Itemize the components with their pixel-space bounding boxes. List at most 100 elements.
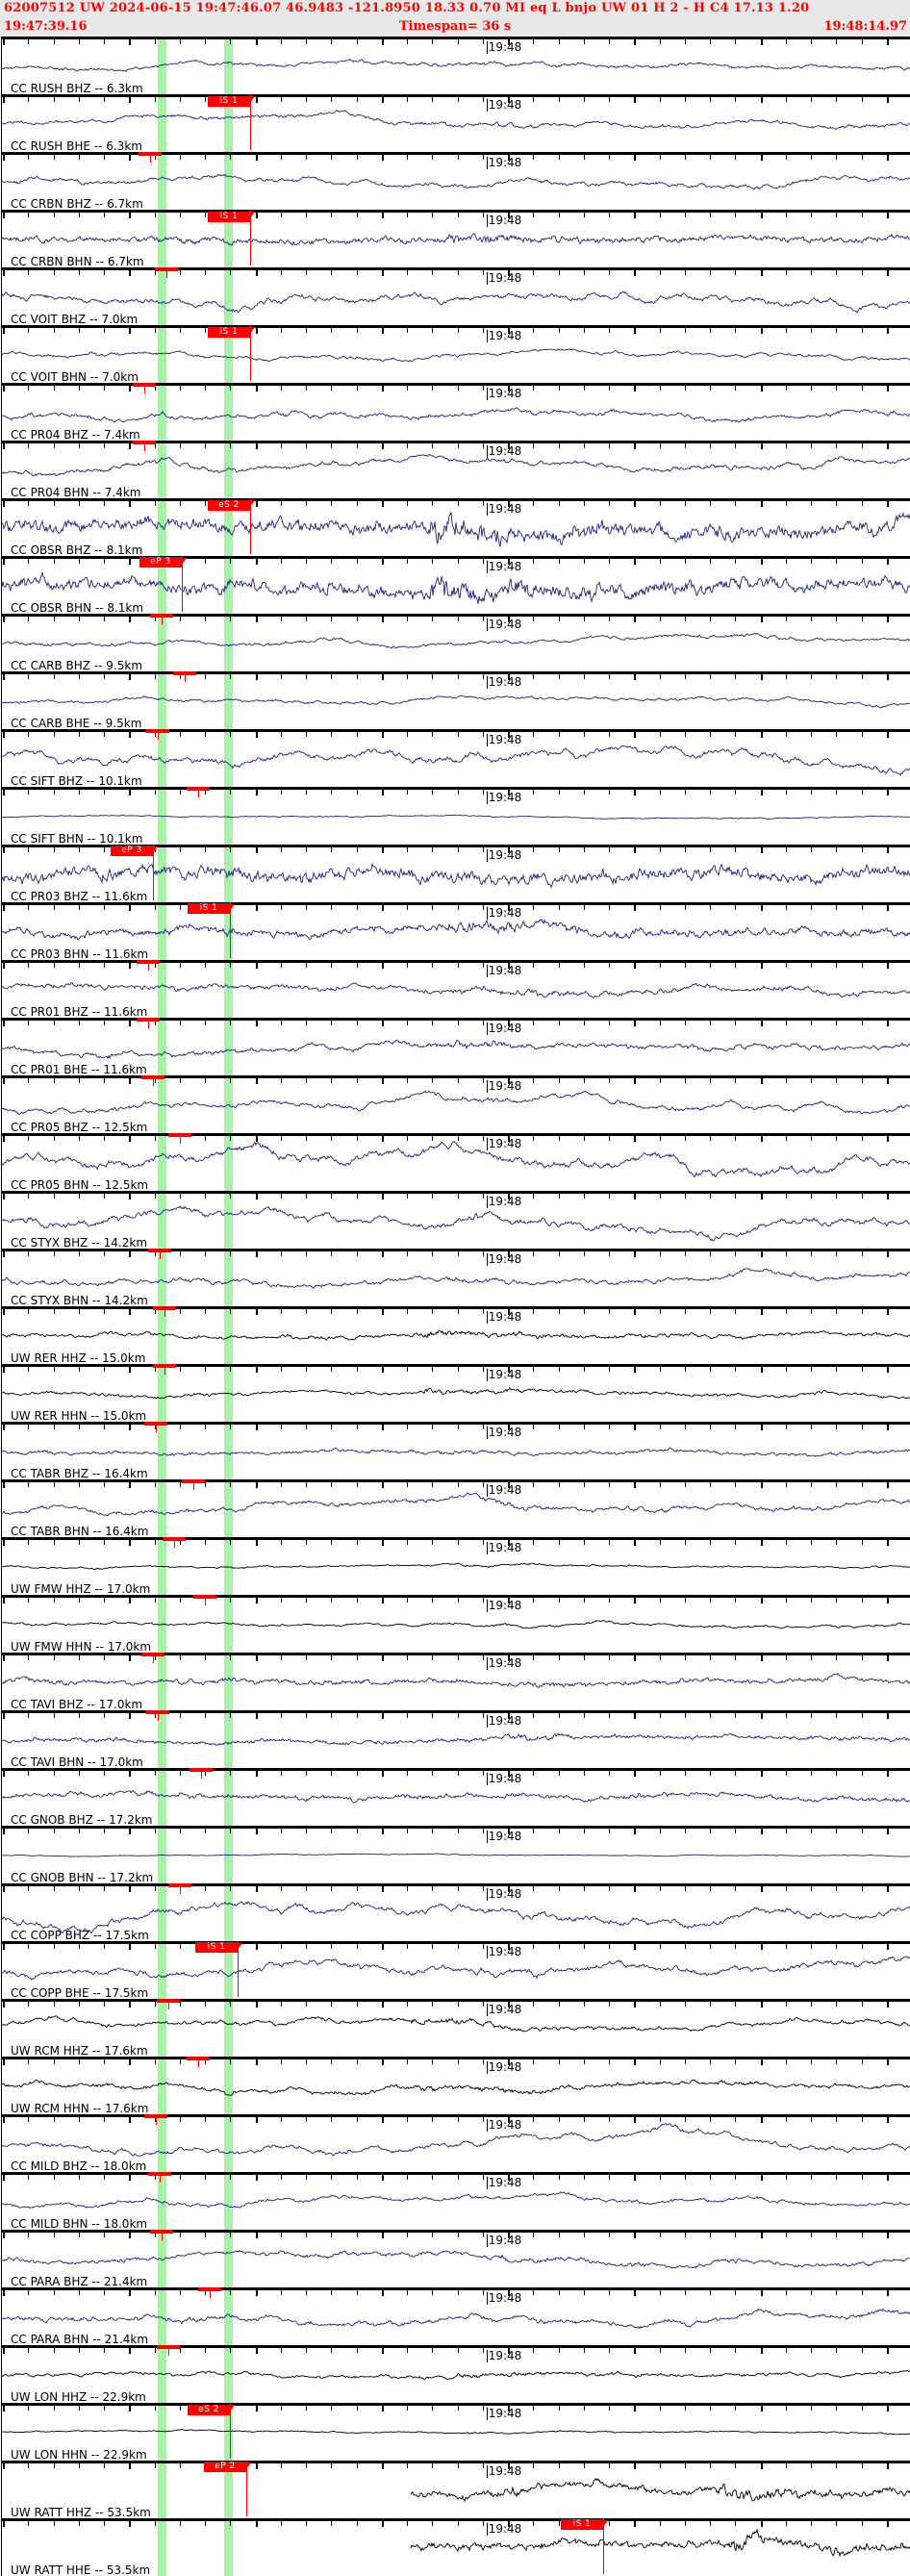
pick-line[interactable] <box>185 673 186 682</box>
trace-plot-area[interactable]: 19:48 UW RER HHZ -- 15.0km <box>1 1306 910 1364</box>
pick-line[interactable] <box>158 731 159 740</box>
pick-line[interactable] <box>166 269 167 278</box>
pick-label[interactable]: eP 3 <box>139 557 182 568</box>
pick-line[interactable] <box>250 210 251 265</box>
pick-label[interactable]: eS 2 <box>208 500 250 511</box>
trace-plot-area[interactable]: iS 1 19:48 UW RATT HHE -- 53.5km <box>1 2518 910 2576</box>
pick-line[interactable] <box>153 1077 154 1086</box>
trace-plot-area[interactable]: 19:48 CC PR01 BHE -- 11.6km <box>1 1018 910 1075</box>
pick-bar[interactable] <box>157 1999 180 2003</box>
trace-plot-area[interactable]: 19:48 CC RUSH BHZ -- 6.3km <box>1 37 910 94</box>
pick-bar[interactable] <box>144 2114 167 2118</box>
trace-row[interactable]: 19:48 UW FMW HHN -- 17.0km <box>0 1595 910 1653</box>
trace-row[interactable]: 19:48 CC GNOB BHZ -- 17.2km <box>0 1768 910 1826</box>
trace-row[interactable]: 19:48 CC CRBN BHZ -- 6.7km <box>0 152 910 210</box>
trace-plot-area[interactable]: 19:48 CC MILD BHZ -- 18.0km <box>1 2114 910 2172</box>
trace-row[interactable]: 19:48 CC TAVI BHN -- 17.0km <box>0 1710 910 1768</box>
pick-bar[interactable] <box>187 787 210 791</box>
trace-plot-area[interactable]: 19:48 CC TAVI BHZ -- 17.0km <box>1 1653 910 1710</box>
pick-line[interactable] <box>180 1885 181 1894</box>
trace-row[interactable]: 19:48 CC PR01 BHE -- 11.6km <box>0 1018 910 1075</box>
pick-line[interactable] <box>250 325 251 381</box>
pick-label[interactable]: iS 1 <box>208 327 250 338</box>
pick-bar[interactable] <box>150 2230 173 2234</box>
pick-label[interactable]: eP 3 <box>111 846 153 856</box>
trace-plot-area[interactable]: eP 3 19:48 CC OBSR BHN -- 8.1km <box>1 556 910 614</box>
pick-line[interactable] <box>162 616 163 624</box>
pick-label[interactable]: iS 1 <box>195 1942 238 1953</box>
trace-plot-area[interactable]: 19:48 CC PARA BHZ -- 21.4km <box>1 2230 910 2287</box>
pick-label[interactable]: eP 2 <box>204 2462 246 2472</box>
pick-line[interactable] <box>153 1654 154 1663</box>
pick-label[interactable]: iS 1 <box>188 903 230 914</box>
pick-line[interactable] <box>198 2058 199 2067</box>
pick-bar[interactable] <box>150 614 173 618</box>
trace-plot-area[interactable]: 19:48 CC SIFT BHZ -- 10.1km <box>1 729 910 787</box>
trace-row[interactable]: 19:48 CC TABR BHZ -- 16.4km <box>0 1422 910 1479</box>
trace-row[interactable]: 19:48 UW RCM HHZ -- 17.6km <box>0 1999 910 2057</box>
trace-plot-area[interactable]: 19:48 UW RCM HHZ -- 17.6km <box>1 1999 910 2057</box>
pick-line[interactable] <box>156 2116 157 2125</box>
trace-plot-area[interactable]: iS 1 19:48 CC RUSH BHE -- 6.3km <box>1 94 910 152</box>
trace-row[interactable]: 19:48 CC TAVI BHZ -- 17.0km <box>0 1653 910 1710</box>
pick-line[interactable] <box>246 2461 247 2516</box>
trace-plot-area[interactable]: 19:48 CC PR04 BHN -- 7.4km <box>1 441 910 498</box>
pick-line[interactable] <box>205 1597 206 1605</box>
trace-row[interactable]: 19:48 CC RUSH BHZ -- 6.3km <box>0 37 910 94</box>
pick-bar[interactable] <box>148 2172 171 2176</box>
trace-row[interactable]: 19:48 CC PR04 BHZ -- 7.4km <box>0 383 910 441</box>
pick-line[interactable] <box>168 2001 169 2009</box>
trace-plot-area[interactable]: 19:48 UW FMW HHZ -- 17.0km <box>1 1537 910 1595</box>
pick-label[interactable]: iS 1 <box>561 2519 603 2530</box>
pick-line[interactable] <box>180 1135 181 1144</box>
trace-row[interactable]: 19:48 CC SIFT BHZ -- 10.1km <box>0 729 910 787</box>
pick-line[interactable] <box>150 154 151 163</box>
trace-row[interactable]: 19:48 CC MILD BHZ -- 18.0km <box>0 2114 910 2172</box>
pick-line[interactable] <box>168 2347 169 2356</box>
pick-line[interactable] <box>160 2174 161 2183</box>
pick-line[interactable] <box>153 845 154 900</box>
pick-bar[interactable] <box>163 1537 186 1541</box>
trace-panel[interactable]: 19:48 CC RUSH BHZ -- 6.3km iS 1 19:48 CC RUS… <box>0 37 910 2576</box>
trace-row[interactable]: iS 1 19:48 CC PR03 BHN -- 11.6km <box>0 902 910 960</box>
trace-row[interactable]: iS 1 19:48 CC CRBN BHN -- 6.7km <box>0 210 910 267</box>
trace-plot-area[interactable]: 19:48 UW LON HHZ -- 22.9km <box>1 2345 910 2403</box>
trace-plot-area[interactable]: 19:48 UW RCM HHN -- 17.6km <box>1 2057 910 2114</box>
pick-line[interactable] <box>230 902 231 958</box>
trace-plot-area[interactable]: 19:48 CC PR05 BHZ -- 12.5km <box>1 1075 910 1133</box>
pick-line[interactable] <box>250 498 251 554</box>
trace-row[interactable]: 19:48 CC CARB BHE -- 9.5km <box>0 671 910 729</box>
pick-bar[interactable] <box>146 729 169 733</box>
trace-plot-area[interactable]: iS 1 19:48 CC VOIT BHN -- 7.0km <box>1 325 910 383</box>
pick-line[interactable] <box>174 1539 175 1548</box>
pick-bar[interactable] <box>148 1249 171 1252</box>
trace-row[interactable]: iS 1 19:48 CC COPP BHE -- 17.5km <box>0 1941 910 1999</box>
trace-row[interactable]: 19:48 CC PARA BHZ -- 21.4km <box>0 2230 910 2287</box>
trace-plot-area[interactable]: 19:48 CC PR01 BHZ -- 11.6km <box>1 960 910 1018</box>
trace-plot-area[interactable]: 19:48 CC CARB BHZ -- 9.5km <box>1 614 910 671</box>
pick-label[interactable]: iS 1 <box>208 96 250 107</box>
trace-row[interactable]: eP 2 19:48 UW RATT HHZ -- 53.5km <box>0 2461 910 2518</box>
trace-plot-area[interactable]: 19:48 CC SIFT BHN -- 10.1km <box>1 787 910 845</box>
trace-row[interactable]: 19:48 CC GNOB BHN -- 17.2km <box>0 1826 910 1883</box>
pick-line[interactable] <box>162 2232 163 2240</box>
pick-label[interactable]: iS 1 <box>208 212 250 222</box>
trace-plot-area[interactable]: eS 2 19:48 CC OBSR BHZ -- 8.1km <box>1 498 910 556</box>
pick-line[interactable] <box>148 962 149 971</box>
pick-line[interactable] <box>158 1712 159 1721</box>
trace-row[interactable]: 19:48 CC CARB BHZ -- 9.5km <box>0 614 910 671</box>
pick-line[interactable] <box>201 1770 202 1779</box>
trace-plot-area[interactable]: 19:48 CC PARA BHN -- 21.4km <box>1 2287 910 2345</box>
pick-bar[interactable] <box>155 267 178 271</box>
trace-plot-area[interactable]: 19:48 UW RER HHN -- 15.0km <box>1 1364 910 1422</box>
pick-bar[interactable] <box>146 1710 169 1714</box>
trace-plot-area[interactable]: 19:48 CC PR04 BHZ -- 7.4km <box>1 383 910 441</box>
trace-plot-area[interactable]: eP 2 19:48 UW RATT HHZ -- 53.5km <box>1 2461 910 2518</box>
pick-bar[interactable] <box>198 2287 221 2291</box>
trace-row[interactable]: eP 3 19:48 CC PR03 BHZ -- 11.6km <box>0 845 910 902</box>
trace-plot-area[interactable]: 19:48 CC GNOB BHN -- 17.2km <box>1 1826 910 1883</box>
pick-line[interactable] <box>193 1481 194 1490</box>
trace-row[interactable]: 19:48 CC PR05 BHN -- 12.5km <box>0 1133 910 1191</box>
pick-line[interactable] <box>238 1941 239 1997</box>
pick-bar[interactable] <box>144 1422 167 1426</box>
